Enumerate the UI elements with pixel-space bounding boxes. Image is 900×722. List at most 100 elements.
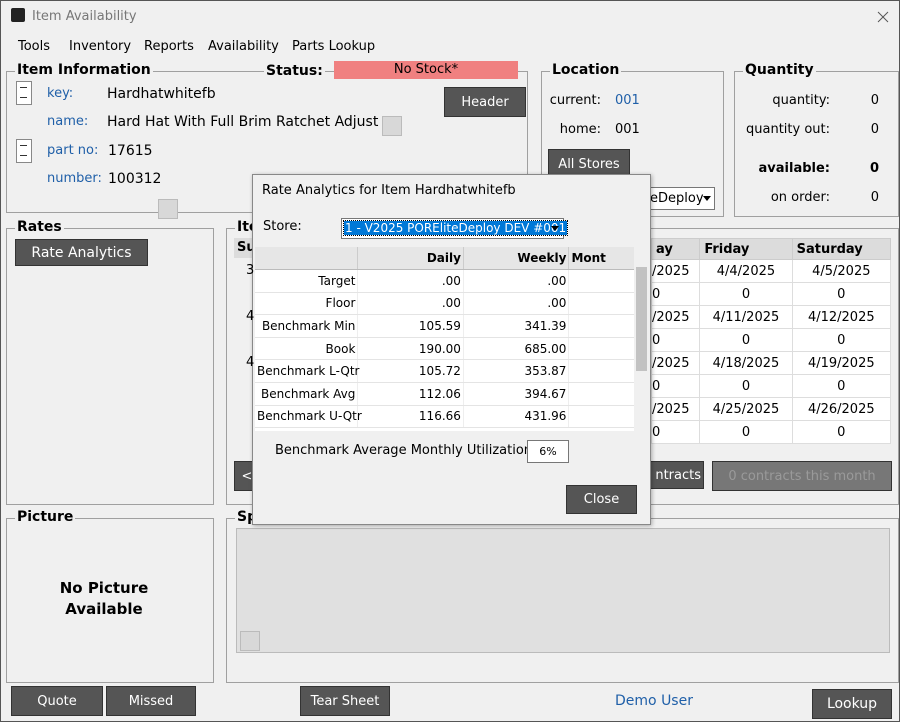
lookup-button[interactable]: Lookup xyxy=(812,689,892,719)
store-select-text: eDeploy xyxy=(650,191,704,206)
menu-item[interactable]: Availability xyxy=(208,39,279,54)
field-value: Hardhatwhitefb xyxy=(107,86,216,102)
no-picture-text: No Picture Available xyxy=(59,579,149,618)
quantity-value: 0 xyxy=(870,122,879,137)
rates-cell: Benchmark Min xyxy=(255,314,359,338)
calendar-cell: 0 xyxy=(791,282,892,306)
calendar-cell: 0 xyxy=(650,282,701,306)
rates-cell: 467 xyxy=(568,314,634,338)
rates-cell: .00 xyxy=(463,269,570,293)
close-button[interactable]: Close xyxy=(566,485,637,514)
field-value: 100312 xyxy=(108,171,162,187)
calendar-header-row: ay Friday Saturday xyxy=(650,238,892,260)
rates-cell: .00 xyxy=(463,292,570,316)
utilization-label: Benchmark Average Monthly Utilization xyxy=(275,443,533,458)
rates-cell-empty xyxy=(568,292,634,316)
dropdown-arrow xyxy=(703,196,711,201)
calendar-cell: 4 xyxy=(246,309,255,324)
location-group: Location xyxy=(541,62,724,217)
calendar-row: /2025 4/18/2025 4/19/2025 xyxy=(650,351,892,375)
rates-row: Floor .00.00 xyxy=(255,292,634,316)
tear-sheet-button[interactable]: Tear Sheet xyxy=(300,686,390,716)
calendar-cell: /2025 xyxy=(650,259,701,283)
spinner[interactable] xyxy=(16,81,32,105)
home-label: home: xyxy=(559,122,601,137)
spinner[interactable] xyxy=(16,139,32,163)
missed-button[interactable]: Missed xyxy=(106,686,196,716)
calendar-cell: 3 xyxy=(246,263,255,278)
translate-icon[interactable] xyxy=(158,199,178,219)
quantity-label: quantity: xyxy=(772,93,830,108)
calendar-cell: 0 xyxy=(699,420,793,444)
rates-row: Target .00.00 xyxy=(255,269,634,293)
calendar-cell: 0 xyxy=(791,374,892,398)
rates-table: Daily Weekly Mont Target .00.00 Floor .00.00 Be… xyxy=(255,247,634,429)
calendar-cell: /2025 xyxy=(650,305,701,329)
translate-icon[interactable] xyxy=(240,631,260,651)
rates-cell: 838 xyxy=(568,405,634,429)
scroll-thumb[interactable] xyxy=(636,267,647,371)
quantity-label: on order: xyxy=(770,190,830,205)
dialog-store-select[interactable]: 1 - V2025 POREliteDeploy DEV #001 xyxy=(341,218,569,239)
calendar-cell: 0 xyxy=(699,374,793,398)
menu-item[interactable]: Parts Lookup xyxy=(292,39,376,54)
rates-header: Weekly xyxy=(463,247,570,270)
close-window[interactable] xyxy=(877,11,889,23)
menu-item[interactable]: Reports xyxy=(144,39,194,54)
rates-cell: 116.66 xyxy=(357,405,464,429)
calendar-cell: 0 xyxy=(650,328,701,352)
dropdown-arrow xyxy=(551,226,559,231)
calendar-cell: 4/11/2025 xyxy=(699,305,793,329)
rates-cell: 699 xyxy=(568,382,634,406)
store-label: Store: xyxy=(263,219,302,234)
calendar-row: /2025 4/25/2025 4/26/2025 xyxy=(650,397,892,421)
rates-cell: Target xyxy=(255,269,359,293)
group-title: Picture xyxy=(15,509,76,525)
spec-textarea[interactable] xyxy=(236,528,890,653)
rates-cell: 105.72 xyxy=(357,359,464,383)
current-value: 001 xyxy=(615,93,640,108)
menu-item[interactable]: Inventory xyxy=(69,39,132,54)
scrollbar[interactable] xyxy=(634,247,649,431)
quantity-value: 0 xyxy=(869,161,879,176)
calendar-table: ay Friday Saturday/2025 4/4/2025 4/5/2025 0 0 0… xyxy=(650,238,892,444)
translate-icon[interactable] xyxy=(382,116,402,136)
field-label: name: xyxy=(47,114,89,129)
calendar-cell: 4/5/2025 xyxy=(791,259,892,283)
utilization-value: 6% xyxy=(527,440,569,463)
field-value: 17615 xyxy=(108,143,153,159)
group-title: Rates xyxy=(15,219,64,235)
rate-analytics-dialog: Rate Analytics for Item Hardhatwhitefb S… xyxy=(252,174,651,525)
rates-cell-empty xyxy=(568,269,634,293)
status-label: Status: xyxy=(264,63,325,79)
rates-cell: 431.96 xyxy=(463,405,570,429)
field-label: key: xyxy=(47,86,74,101)
status-value: No Stock* xyxy=(334,61,518,79)
menu-item[interactable]: Tools xyxy=(18,39,51,54)
home-value: 001 xyxy=(615,122,640,137)
rates-header-row: Daily Weekly Mont xyxy=(255,247,634,270)
calendar-cell: 4/12/2025 xyxy=(791,305,892,329)
field-label: part no: xyxy=(47,143,99,158)
rates-cell: .00 xyxy=(357,292,464,316)
month-contracts-button: 0 contracts this month xyxy=(712,461,892,491)
rates-cell: Benchmark Avg xyxy=(255,382,359,406)
rate-analytics-button[interactable]: Rate Analytics xyxy=(15,239,148,266)
store-select[interactable]: eDeploy xyxy=(641,187,715,210)
calendar-cell: 4/25/2025 xyxy=(699,397,793,421)
rates-cell: 353.87 xyxy=(463,359,570,383)
current-label: current: xyxy=(549,93,601,108)
window-title: Item Availability xyxy=(32,9,137,24)
rates-cell: Book xyxy=(255,337,359,361)
rates-cell: 341.39 xyxy=(463,314,570,338)
header-button[interactable]: Header xyxy=(444,87,526,117)
picture-group: Picture xyxy=(6,509,214,683)
rates-cell: 548 xyxy=(568,359,634,383)
quantity-value: 0 xyxy=(870,93,879,108)
quote-button[interactable]: Quote xyxy=(11,686,103,716)
